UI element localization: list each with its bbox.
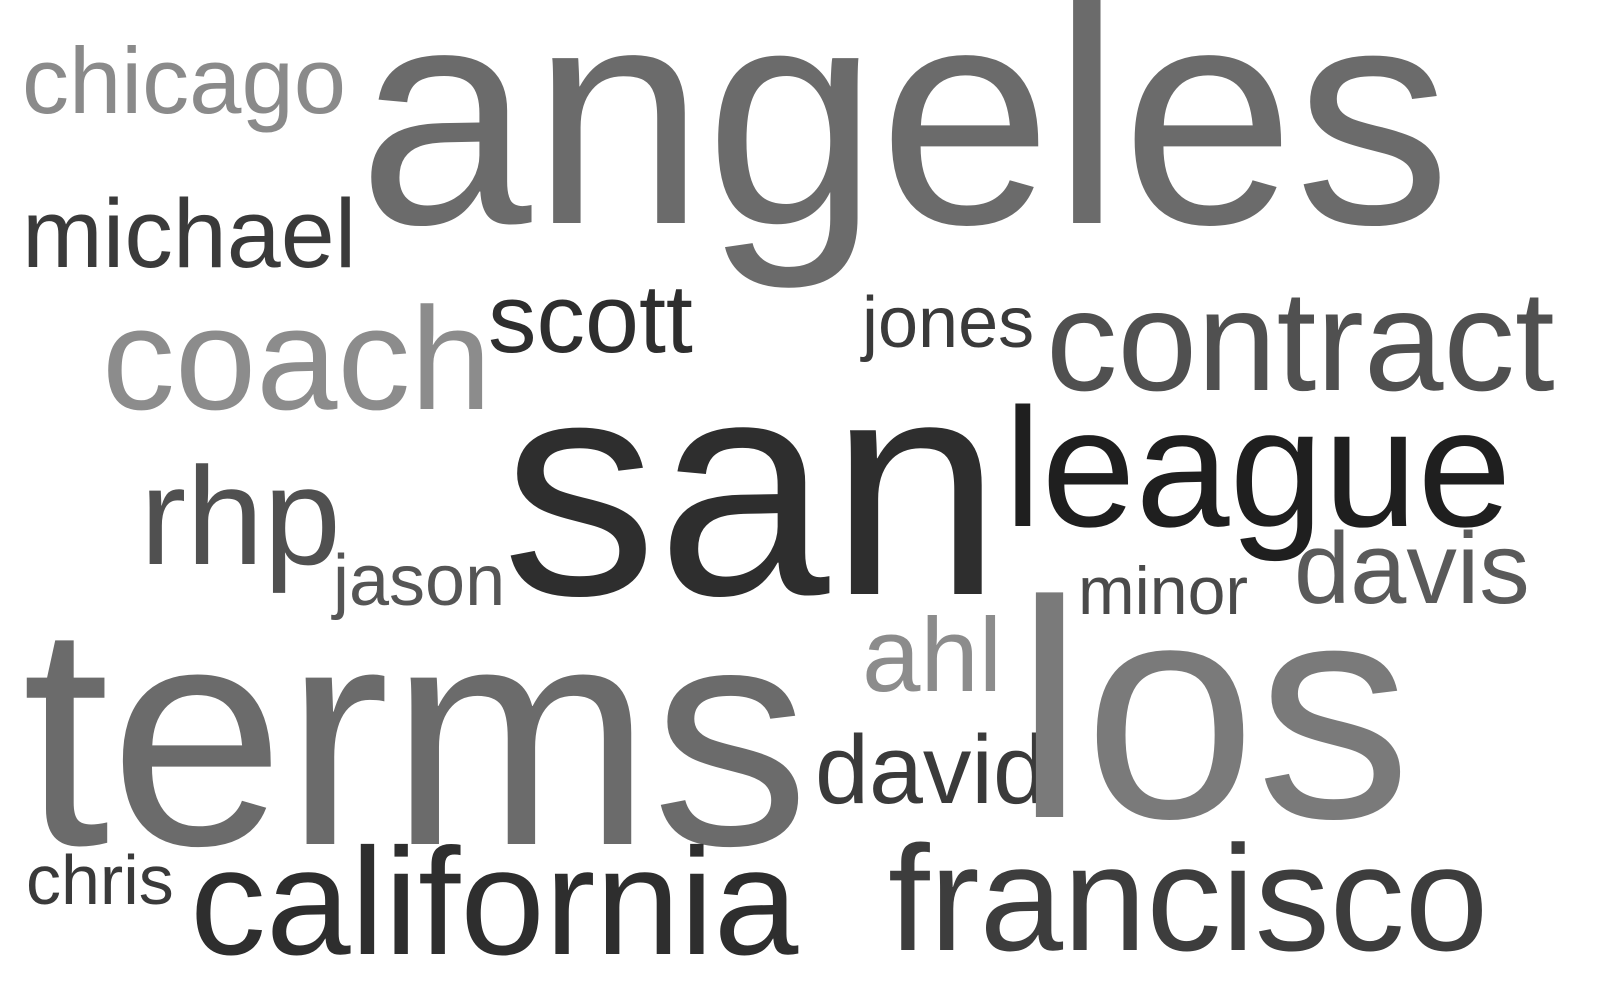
word-rhp: rhp xyxy=(140,439,341,594)
word-league: league xyxy=(1004,373,1512,562)
word-michael: michael xyxy=(22,179,357,288)
word-chris: chris xyxy=(26,841,174,919)
word-california: california xyxy=(190,817,799,987)
word-jones: jones xyxy=(862,283,1035,363)
word-jason: jason xyxy=(333,541,506,621)
word-ahl: ahl xyxy=(862,597,1003,714)
word-angeles: angeles xyxy=(358,0,1451,290)
word-terms: terms xyxy=(22,559,810,911)
word-contract: contract xyxy=(1046,262,1555,421)
word-los: los xyxy=(1015,536,1412,883)
word-coach: coach xyxy=(102,277,492,440)
word-davis: davis xyxy=(1294,513,1530,625)
word-minor: minor xyxy=(1078,553,1249,629)
word-scott: scott xyxy=(488,264,693,373)
word-chicago: chicago xyxy=(22,28,346,133)
word-francisco: francisco xyxy=(888,814,1489,982)
word-san: san xyxy=(502,313,1002,660)
word-david: david xyxy=(815,715,1047,824)
